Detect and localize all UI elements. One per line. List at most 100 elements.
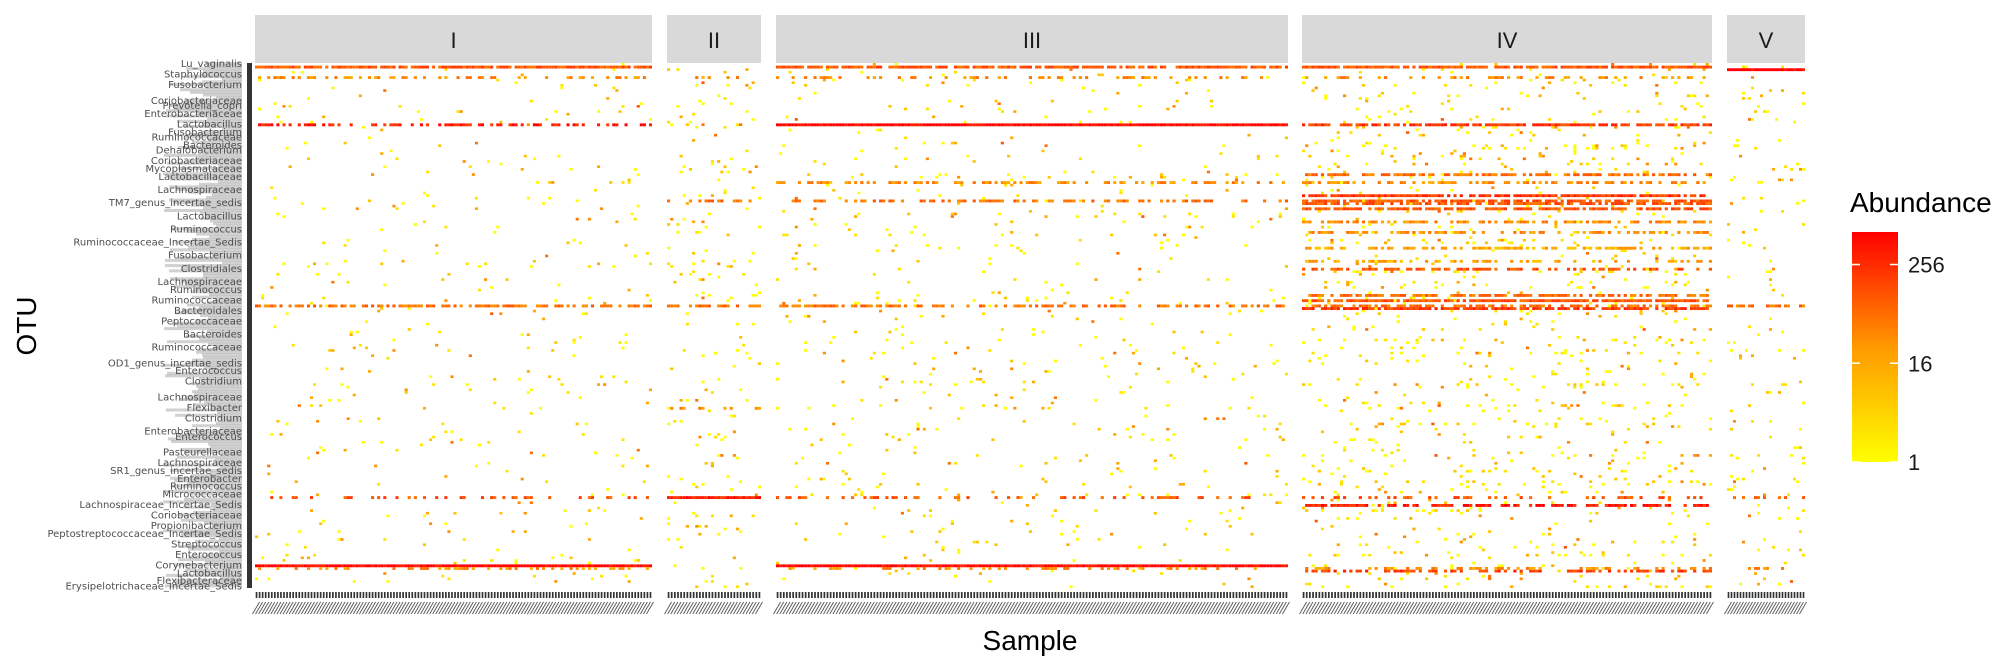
- heatmap-cell: [1390, 223, 1394, 226]
- heatmap-cell: [1238, 517, 1242, 520]
- heatmap-cell: [928, 123, 933, 127]
- heatmap-cell: [1097, 564, 1101, 568]
- heatmap-cell: [1072, 123, 1076, 127]
- heatmap-cell: [800, 65, 805, 69]
- heatmap-cell: [1346, 517, 1350, 520]
- x-tick-label: [1038, 601, 1047, 615]
- heatmap-cell: [710, 162, 714, 166]
- heatmap-cell: [1557, 417, 1561, 421]
- heatmap-cell: [704, 496, 708, 500]
- heatmap-cell: [919, 380, 923, 384]
- y-tick-label-overlap: [199, 337, 242, 341]
- heatmap-cell: [1655, 585, 1659, 589]
- y-tick-label-overlap: [207, 117, 242, 121]
- heatmap-cell: [1263, 199, 1267, 203]
- heatmap-cell: [422, 543, 427, 547]
- heatmap-cell: [444, 496, 448, 500]
- y-tick-label: Lachnospiraceae: [158, 392, 243, 403]
- heatmap-cell: [982, 181, 986, 185]
- heatmap-cell: [1453, 270, 1457, 274]
- heatmap-cell: [807, 304, 811, 308]
- heatmap-cell: [1007, 65, 1011, 69]
- heatmap-cell: [1652, 73, 1656, 77]
- heatmap-cell: [1302, 149, 1306, 153]
- heatmap-cell: [1592, 286, 1596, 289]
- heatmap-cell: [1661, 553, 1665, 557]
- heatmap-cell: [863, 496, 867, 500]
- heatmap-cell: [1253, 364, 1257, 368]
- x-tick-label: [1138, 601, 1147, 615]
- heatmap-cell: [1063, 496, 1067, 500]
- heatmap-cell: [276, 564, 280, 568]
- heatmap-cell: [1000, 501, 1004, 505]
- heatmap-cell: [1197, 304, 1201, 308]
- heatmap-cell: [1336, 553, 1340, 557]
- heatmap-cell: [438, 330, 442, 334]
- x-tick-label: [1260, 601, 1268, 615]
- heatmap-cell: [1032, 123, 1036, 127]
- heatmap-cell: [804, 123, 808, 127]
- heatmap-cell: [645, 65, 649, 69]
- heatmap-cell: [306, 97, 310, 100]
- x-tick-label: [686, 601, 694, 615]
- heatmap-cell: [1056, 65, 1061, 69]
- heatmap-cell: [782, 65, 786, 69]
- heatmap-cell: [982, 567, 986, 570]
- heatmap-cell: [1576, 273, 1580, 276]
- heatmap-cell: [1639, 325, 1643, 329]
- heatmap-cell: [885, 338, 889, 342]
- heatmap-cell: [575, 65, 579, 69]
- heatmap-cell: [1428, 498, 1432, 502]
- x-tick-label: [1266, 601, 1275, 615]
- heatmap-cell: [343, 567, 347, 570]
- heatmap-cell: [1648, 294, 1653, 297]
- heatmap-cell: [1172, 433, 1176, 436]
- heatmap-cell: [1314, 141, 1318, 145]
- x-tick-label: [698, 601, 707, 615]
- heatmap-cell: [380, 65, 384, 69]
- heatmap-cell: [1371, 509, 1375, 512]
- heatmap-cell: [1213, 123, 1217, 127]
- heatmap-cell: [1156, 304, 1160, 308]
- heatmap-cell: [807, 477, 811, 481]
- heatmap-cell: [1510, 367, 1514, 371]
- heatmap-cell: [1122, 220, 1126, 224]
- heatmap-cell: [813, 244, 817, 247]
- heatmap-cell: [606, 304, 610, 308]
- heatmap-cell: [1188, 225, 1192, 229]
- heatmap-cell: [950, 212, 954, 216]
- heatmap-cell: [1144, 406, 1148, 410]
- heatmap-cell: [1671, 76, 1675, 80]
- heatmap-cell: [707, 76, 711, 80]
- heatmap-cell: [1702, 559, 1706, 562]
- heatmap-cell: [306, 265, 310, 268]
- heatmap-cell: [264, 123, 268, 127]
- x-tick-label: [1222, 601, 1231, 615]
- heatmap-cell: [997, 76, 1001, 80]
- heatmap-cell: [1156, 367, 1160, 371]
- heatmap-cell: [994, 404, 998, 407]
- heatmap-cell: [1333, 270, 1337, 274]
- heatmap-cell: [1078, 343, 1082, 347]
- x-tick-label: [1235, 601, 1243, 615]
- x-tick-label: [1232, 601, 1240, 615]
- heatmap-cell: [1642, 170, 1646, 174]
- heatmap-cell: [1022, 199, 1026, 203]
- heatmap-cell: [255, 564, 259, 568]
- heatmap-cell: [621, 493, 625, 497]
- heatmap-cell: [794, 522, 798, 526]
- heatmap-cell: [841, 380, 845, 384]
- heatmap-cell: [1244, 462, 1248, 465]
- heatmap-cell: [707, 304, 711, 308]
- heatmap-cell: [322, 115, 326, 119]
- heatmap-cell: [1667, 464, 1671, 468]
- heatmap-cell: [1175, 496, 1179, 500]
- heatmap-cell: [673, 496, 677, 500]
- heatmap-cell: [1560, 78, 1564, 82]
- heatmap-cell: [1365, 115, 1369, 119]
- heatmap-cell: [1358, 191, 1362, 195]
- heatmap-cell: [1241, 123, 1245, 127]
- heatmap-cell: [1472, 532, 1476, 536]
- heatmap-cell: [1507, 291, 1511, 295]
- heatmap-cell: [1633, 65, 1637, 69]
